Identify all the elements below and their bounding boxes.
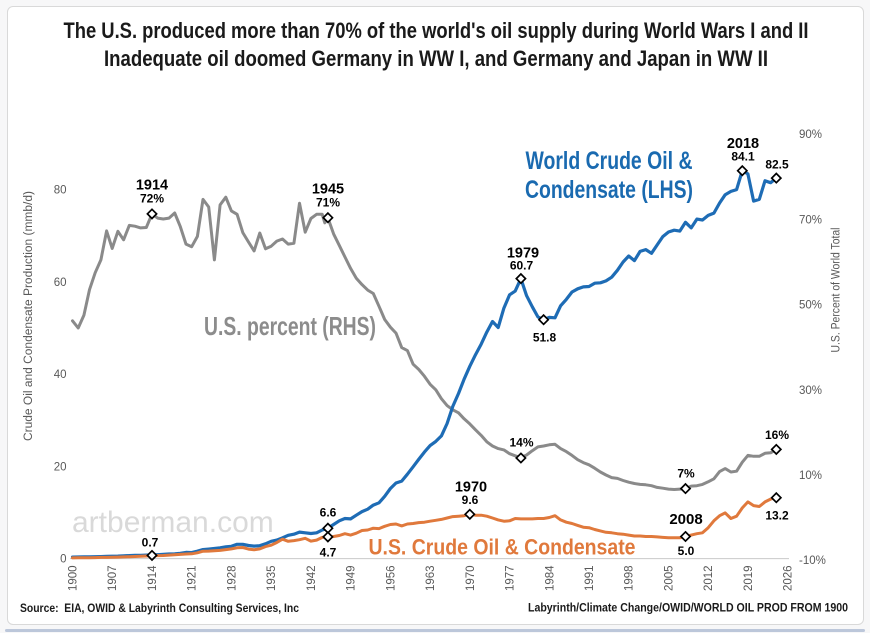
svg-text:1963: 1963 <box>425 565 437 591</box>
svg-text:5.0: 5.0 <box>678 544 695 558</box>
svg-text:2018: 2018 <box>727 136 759 152</box>
svg-text:1945: 1945 <box>312 182 344 198</box>
svg-text:Crude Oil and Condensate Produ: Crude Oil and Condensate Production (mmb… <box>23 191 35 441</box>
svg-text:72%: 72% <box>140 192 164 206</box>
svg-text:4.7: 4.7 <box>320 546 337 560</box>
svg-text:13.2: 13.2 <box>765 508 789 522</box>
svg-text:1942: 1942 <box>306 565 318 591</box>
svg-text:1914: 1914 <box>147 565 159 591</box>
svg-text:50%: 50% <box>799 300 822 312</box>
svg-text:70%: 70% <box>799 214 822 226</box>
svg-text:artberman.com: artberman.com <box>72 506 274 539</box>
svg-text:0.7: 0.7 <box>142 535 159 549</box>
svg-text:14%: 14% <box>509 435 533 449</box>
svg-text:1907: 1907 <box>107 565 119 591</box>
svg-text:2012: 2012 <box>703 565 715 591</box>
svg-text:2008: 2008 <box>669 511 702 528</box>
svg-text:1956: 1956 <box>385 565 397 591</box>
svg-text:51.8: 51.8 <box>533 330 557 344</box>
svg-text:9.6: 9.6 <box>462 493 479 507</box>
svg-text:1914: 1914 <box>136 178 168 194</box>
svg-text:6.6: 6.6 <box>320 506 337 520</box>
svg-text:20: 20 <box>54 461 67 473</box>
svg-text:The U.S. produced more than 70: The U.S. produced more than 70% of the w… <box>64 18 809 43</box>
svg-text:U.S. percent (RHS): U.S. percent (RHS) <box>204 311 376 341</box>
svg-text:40: 40 <box>54 369 67 381</box>
svg-text:1970: 1970 <box>465 565 477 591</box>
svg-text:71%: 71% <box>316 196 340 210</box>
svg-text:16%: 16% <box>765 428 789 442</box>
svg-text:2019: 2019 <box>743 565 755 591</box>
svg-text:0: 0 <box>60 554 66 566</box>
svg-text:1935: 1935 <box>266 565 278 591</box>
svg-text:-10%: -10% <box>799 555 826 567</box>
svg-text:2026: 2026 <box>783 565 795 591</box>
svg-text:2005: 2005 <box>664 565 676 591</box>
svg-text:60: 60 <box>54 277 67 289</box>
svg-text:1970: 1970 <box>455 479 487 495</box>
svg-text:1984: 1984 <box>544 565 556 591</box>
svg-text:Condensate (LHS): Condensate (LHS) <box>525 176 693 204</box>
svg-text:1998: 1998 <box>624 565 636 591</box>
svg-text:84.1: 84.1 <box>731 150 755 164</box>
svg-text:1949: 1949 <box>346 565 358 591</box>
svg-text:World Crude Oil &: World Crude Oil & <box>526 147 693 175</box>
svg-text:80: 80 <box>54 185 67 197</box>
svg-text:1928: 1928 <box>226 565 238 591</box>
svg-text:Source: EIA, OWID & Labyrinth: Source: EIA, OWID & Labyrinth Consulting… <box>20 603 300 615</box>
svg-text:U.S. Percent of World Total: U.S. Percent of World Total <box>831 228 843 353</box>
svg-text:U.S. Crude Oil & Condensate: U.S. Crude Oil & Condensate <box>369 535 636 560</box>
svg-text:1921: 1921 <box>187 565 199 591</box>
svg-text:10%: 10% <box>799 470 822 482</box>
svg-text:1991: 1991 <box>584 565 596 591</box>
svg-text:7%: 7% <box>677 467 695 481</box>
svg-text:1979: 1979 <box>507 246 539 262</box>
svg-text:1900: 1900 <box>68 565 80 591</box>
svg-text:30%: 30% <box>799 385 822 397</box>
svg-text:60.7: 60.7 <box>510 259 534 273</box>
svg-text:82.5: 82.5 <box>765 158 789 172</box>
svg-text:Inadequate oil doomed Germany: Inadequate oil doomed Germany in WW I, a… <box>104 46 768 71</box>
svg-text:90%: 90% <box>799 129 822 141</box>
svg-text:1977: 1977 <box>505 565 517 591</box>
svg-text:Labyrinth/Climate Change/OWID/: Labyrinth/Climate Change/OWID/WORLD OIL … <box>528 603 848 615</box>
